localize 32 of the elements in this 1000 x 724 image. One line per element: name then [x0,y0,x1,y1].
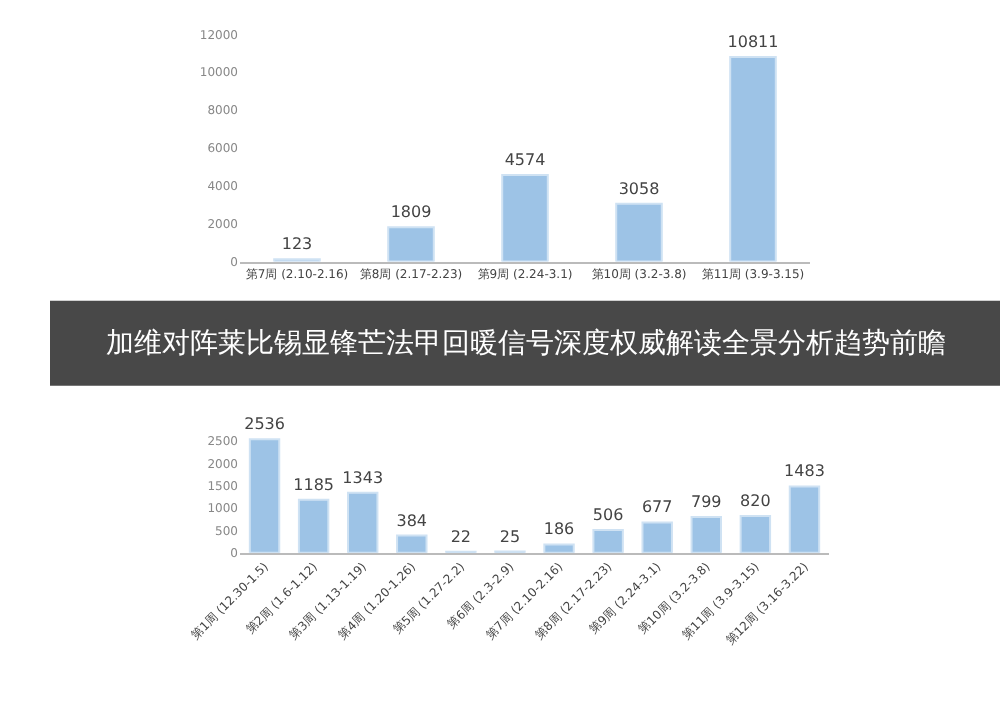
data-label: 1809 [390,203,432,222]
bar [592,529,624,553]
data-label: 1343 [342,468,384,487]
data-label: 506 [592,506,624,525]
data-label: 1185 [293,475,334,494]
bar [387,226,435,262]
data-label: 10811 [727,32,779,51]
bar [788,485,821,553]
bar [396,534,428,553]
data-label: 2536 [244,415,285,434]
bar [729,55,777,262]
bar [543,543,575,553]
bar [297,498,330,553]
data-label: 25 [499,527,521,546]
data-label: 123 [281,235,313,254]
bar [248,438,281,553]
bar [346,491,379,553]
data-label: 4574 [504,151,546,169]
data-label: 186 [543,520,575,539]
bar [501,174,549,262]
data-label: 384 [396,511,428,530]
data-label: 1483 [784,462,825,481]
bar [615,202,663,262]
bar [641,521,673,553]
bar [690,515,723,553]
data-label: 820 [740,492,771,511]
data-label: 3058 [618,179,660,198]
data-label: 22 [450,527,472,546]
data-label: 799 [691,492,722,511]
data-label: 677 [641,498,673,517]
chart-title: 加维对阵莱比锡显锋芒法甲回暖信号深度权威解读全景分析趋势前瞻 [106,328,946,360]
bar [739,515,772,553]
